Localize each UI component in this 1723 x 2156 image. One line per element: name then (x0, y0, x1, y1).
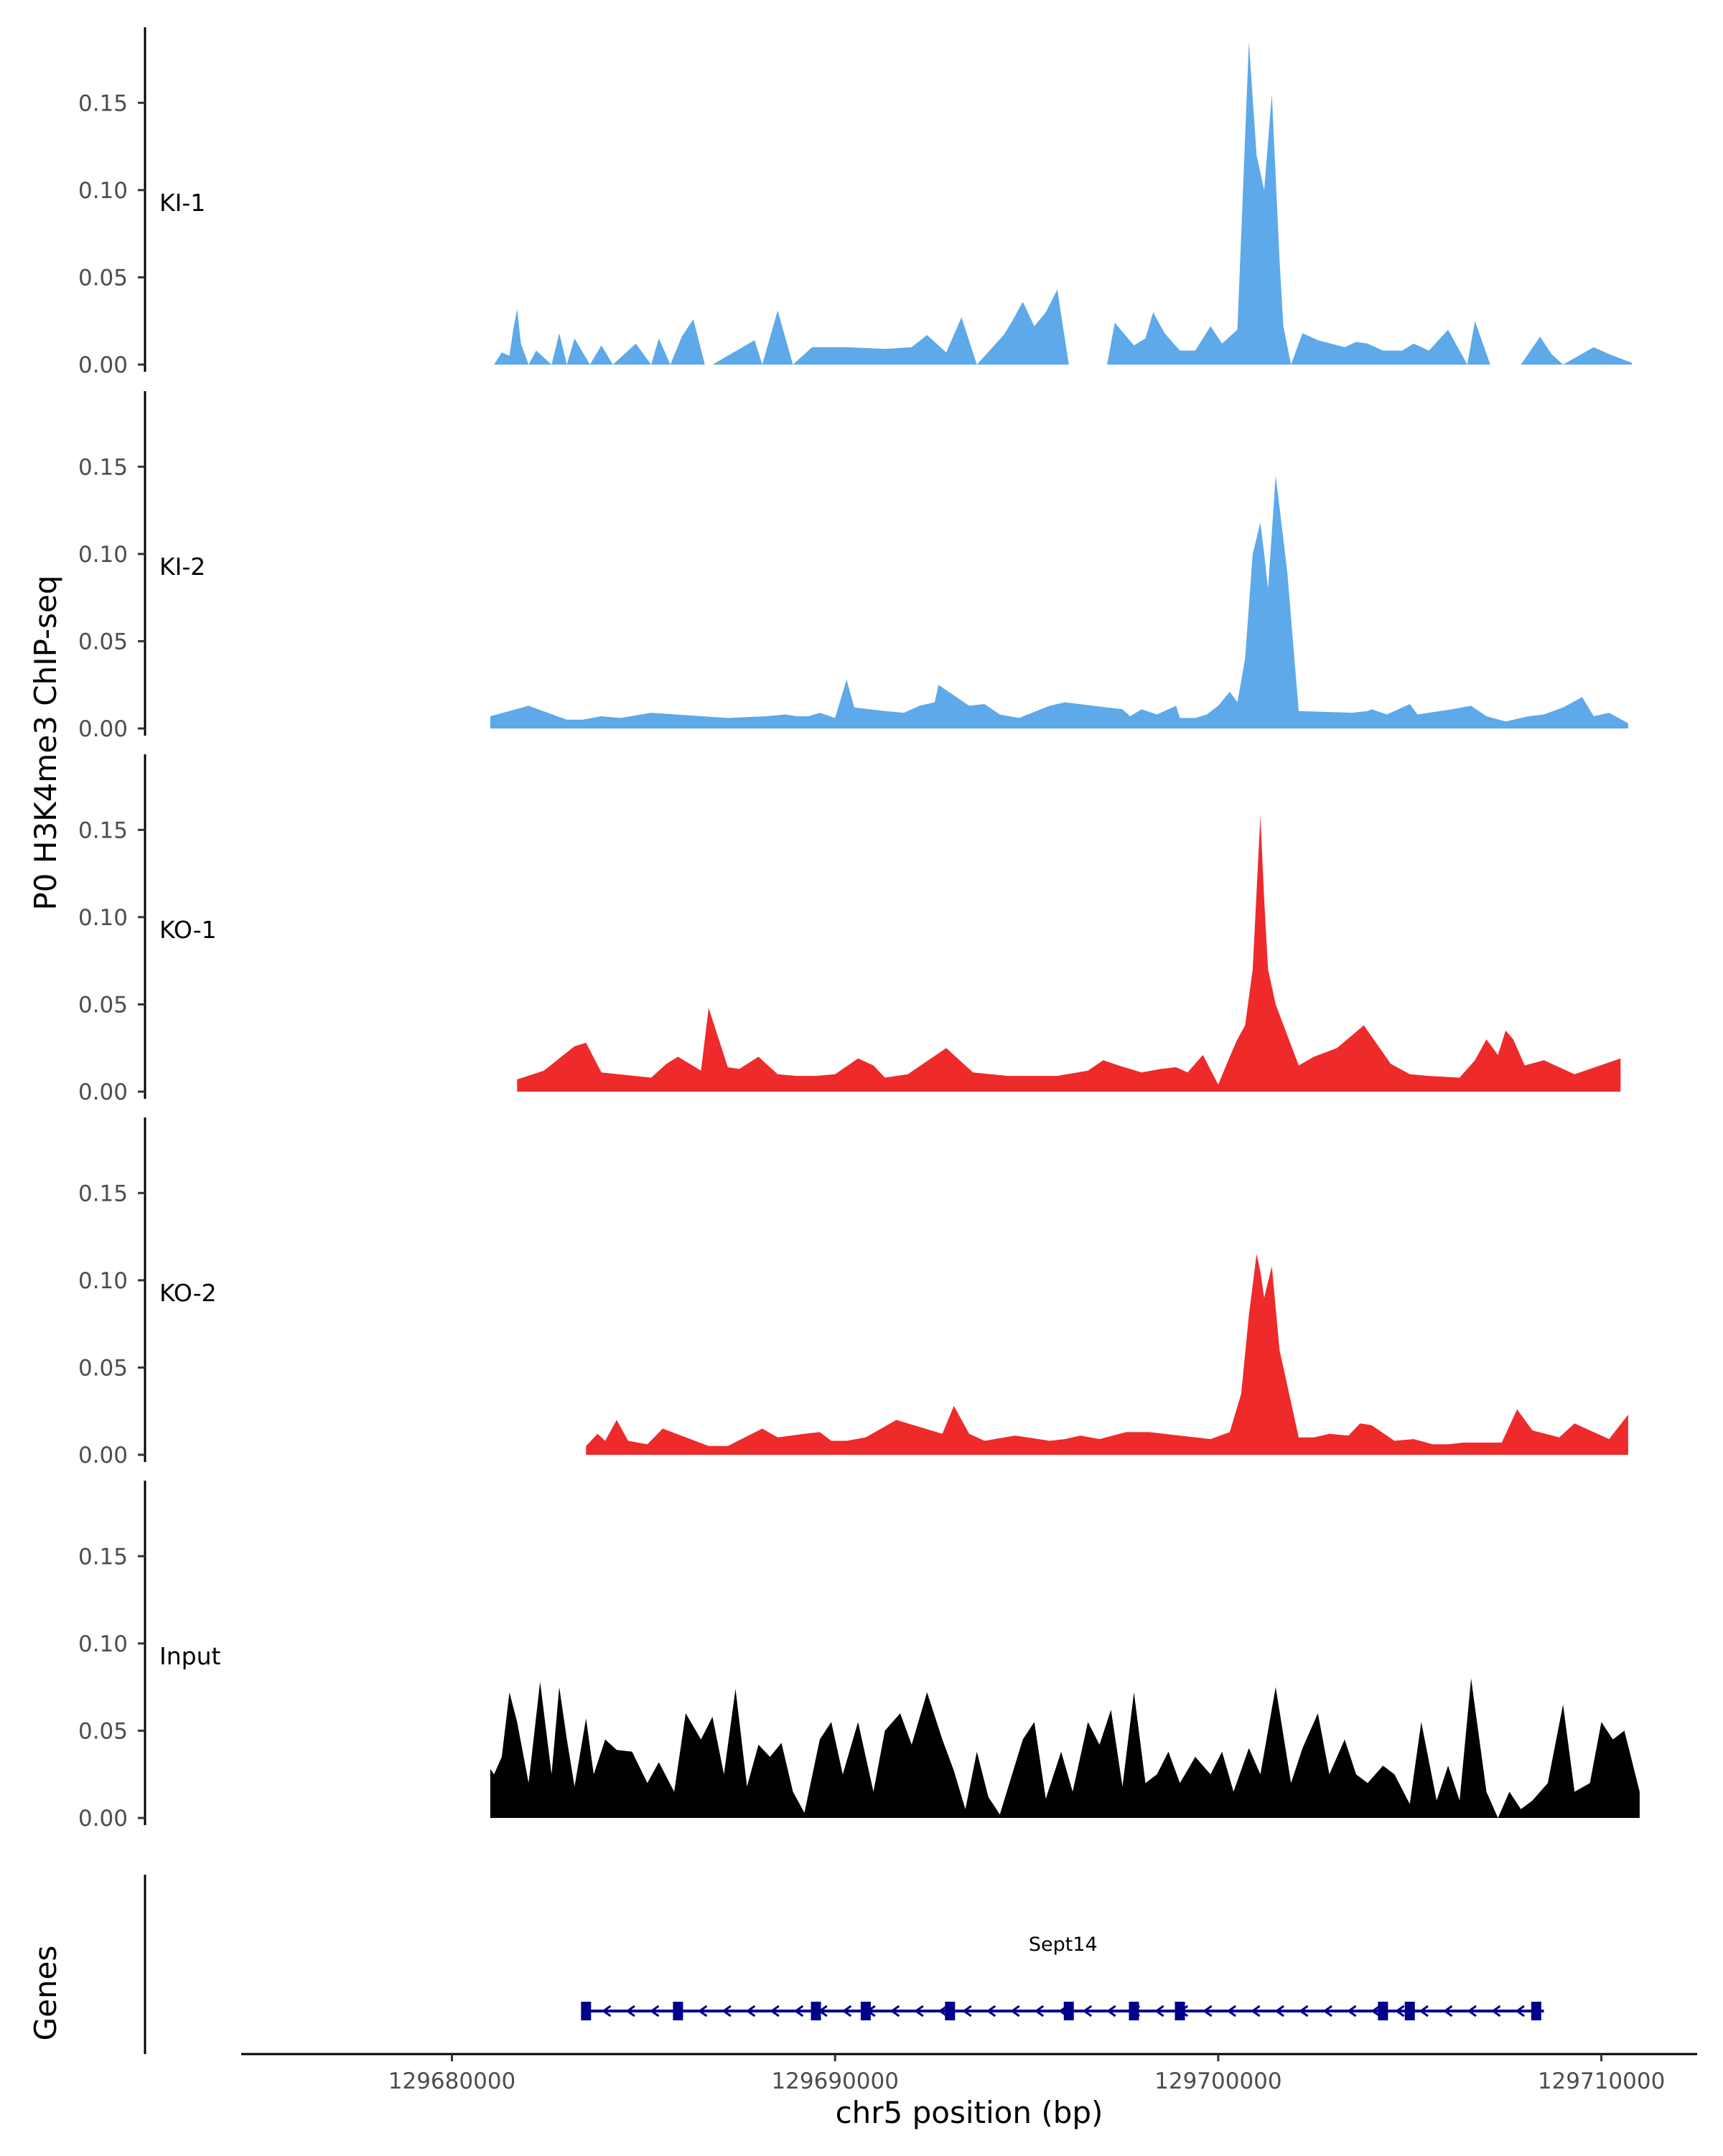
track-label: KI-1 (159, 189, 205, 217)
y-tick-label: 0.10 (78, 905, 128, 931)
exon-block (860, 2002, 871, 2020)
strand-arrow (1347, 2005, 1357, 2017)
strand-arrow (722, 2005, 732, 2017)
strand-arrow (1371, 2005, 1381, 2017)
strand-arrow (793, 2005, 804, 2017)
strand-arrow (938, 2005, 948, 2017)
y-tick-label: 0.05 (78, 1718, 128, 1744)
strand-arrow (841, 2005, 852, 2017)
track-ki-2: 0.00 0.05 0.10 0.15 KI-2 (78, 391, 1628, 742)
exon-block (945, 2002, 956, 2020)
exon-block (673, 2002, 683, 2020)
strand-arrow (1515, 2005, 1525, 2017)
strand-arrow (1034, 2005, 1045, 2017)
y-tick-label: 0.00 (78, 1443, 128, 1468)
strand-arrow (1467, 2005, 1477, 2017)
y-tick-label: 0.05 (78, 265, 128, 291)
coverage-area-ko-1 (517, 815, 1621, 1092)
y-axis-title: P0 H3K4me3 ChIP-seq (28, 575, 63, 910)
genes-track-title: Genes (28, 1946, 63, 2041)
strand-arrow (1251, 2005, 1261, 2017)
coverage-area-ki-1 (494, 42, 1633, 365)
strand-arrow (1322, 2005, 1332, 2017)
strand-arrow (1490, 2005, 1501, 2017)
coverage-area-ki-2 (490, 475, 1628, 728)
x-tick-label: 129710000 (1538, 2068, 1666, 2094)
y-tick-label: 0.15 (78, 90, 128, 116)
x-tick-label: 129680000 (388, 2068, 516, 2094)
exon-block (1531, 2002, 1541, 2020)
y-tick-label: 0.15 (78, 817, 128, 843)
exon-block (581, 2002, 592, 2020)
strand-arrow (625, 2005, 635, 2017)
gene-name-label: Sept14 (1029, 1934, 1098, 1956)
strand-arrow (986, 2005, 996, 2017)
exon-block (1378, 2002, 1388, 2020)
y-tick-label: 0.05 (78, 1355, 128, 1381)
strand-arrow (1203, 2005, 1213, 2017)
exon-block (1063, 2002, 1074, 2020)
y-tick-label: 0.15 (78, 454, 128, 480)
track-input: 0.00 0.05 0.10 0.15 Input (78, 1481, 1640, 1832)
exon-block (1404, 2002, 1415, 2020)
x-tick-label: 129700000 (1154, 2068, 1282, 2094)
x-axis-title: chr5 position (bp) (836, 2095, 1103, 2130)
strand-arrow (601, 2005, 612, 2017)
strand-arrow (1010, 2005, 1020, 2017)
strand-arrow (1154, 2005, 1164, 2017)
y-tick-label: 0.05 (78, 992, 128, 1018)
y-tick-label: 0.00 (78, 716, 128, 742)
track-label: KI-2 (159, 553, 205, 581)
track-ko-2: 0.00 0.05 0.10 0.15 KO-2 (78, 1117, 1628, 1468)
strand-arrow (1299, 2005, 1309, 2017)
strand-arrow (1226, 2005, 1237, 2017)
strand-arrow (962, 2005, 972, 2017)
strand-arrow (1106, 2005, 1116, 2017)
coverage-area-input (490, 1678, 1640, 1818)
y-tick-label: 0.10 (78, 1631, 128, 1657)
track-ki-1: 0.00 0.05 0.10 0.15 KI-1 (78, 27, 1633, 378)
track-label: KO-2 (159, 1279, 217, 1307)
exon-block (1175, 2002, 1185, 2020)
y-tick-label: 0.00 (78, 352, 128, 378)
strand-arrow (914, 2005, 924, 2017)
strand-arrow (1442, 2005, 1453, 2017)
y-tick-label: 0.10 (78, 178, 128, 204)
y-tick-label: 0.05 (78, 629, 128, 655)
strand-arrow (889, 2005, 900, 2017)
strand-arrow (697, 2005, 708, 2017)
y-tick-label: 0.00 (78, 1806, 128, 1832)
exon-block (1129, 2002, 1139, 2020)
strand-arrow (649, 2005, 660, 2017)
strand-arrow (770, 2005, 780, 2017)
strand-arrow (1274, 2005, 1285, 2017)
coverage-area-ko-2 (586, 1254, 1628, 1455)
strand-arrow (1082, 2005, 1093, 2017)
y-tick-label: 0.00 (78, 1079, 128, 1105)
y-tick-label: 0.15 (78, 1181, 128, 1206)
strand-arrow (1419, 2005, 1429, 2017)
y-tick-label: 0.10 (78, 1268, 128, 1294)
track-ko-1: 0.00 0.05 0.10 0.15 KO-1 (78, 754, 1621, 1105)
y-tick-label: 0.15 (78, 1544, 128, 1570)
track-label: KO-1 (159, 916, 217, 944)
strand-arrow (1394, 2005, 1405, 2017)
exon-block (811, 2002, 821, 2020)
strand-arrow (745, 2005, 756, 2017)
track-label: Input (159, 1642, 221, 1670)
y-tick-label: 0.10 (78, 542, 128, 568)
x-tick-label: 129690000 (771, 2068, 899, 2094)
